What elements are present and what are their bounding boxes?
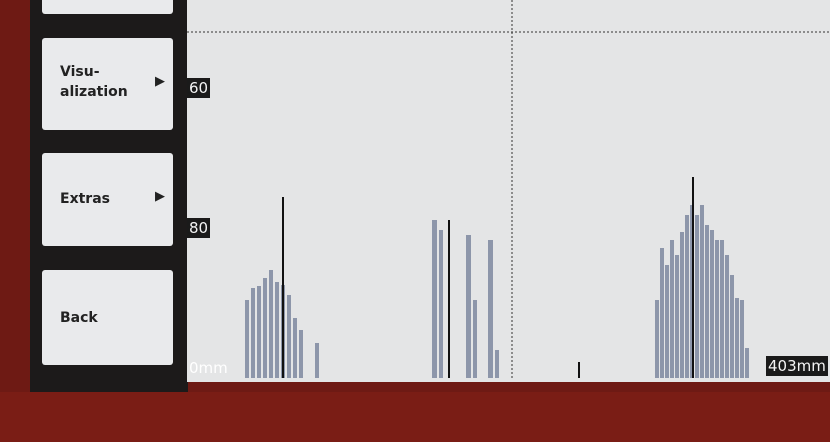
menu-button[interactable]: Back	[42, 270, 173, 365]
device-frame	[0, 392, 830, 442]
device: Visu- alization ▶ Extras ▶ Back	[0, 0, 830, 442]
arrow: ▶	[155, 189, 165, 204]
display	[187, 0, 830, 382]
button-label: Visu- alization	[60, 62, 128, 102]
menu-button[interactable]: Visu- alization ▶	[42, 38, 173, 130]
button-label: Back	[60, 308, 98, 328]
button-label: Extras	[60, 189, 110, 209]
menu-button[interactable]: Extras ▶	[42, 153, 173, 246]
x-start-label: 0mm	[187, 358, 230, 378]
page: Visu- alization ▶ Extras ▶ Back	[0, 0, 830, 442]
x-end-label: 403mm	[766, 356, 828, 376]
button-partial[interactable]	[42, 0, 173, 14]
y-label: 60	[187, 78, 210, 98]
arrow: ▶	[155, 74, 165, 89]
y-label: 80	[187, 218, 210, 238]
